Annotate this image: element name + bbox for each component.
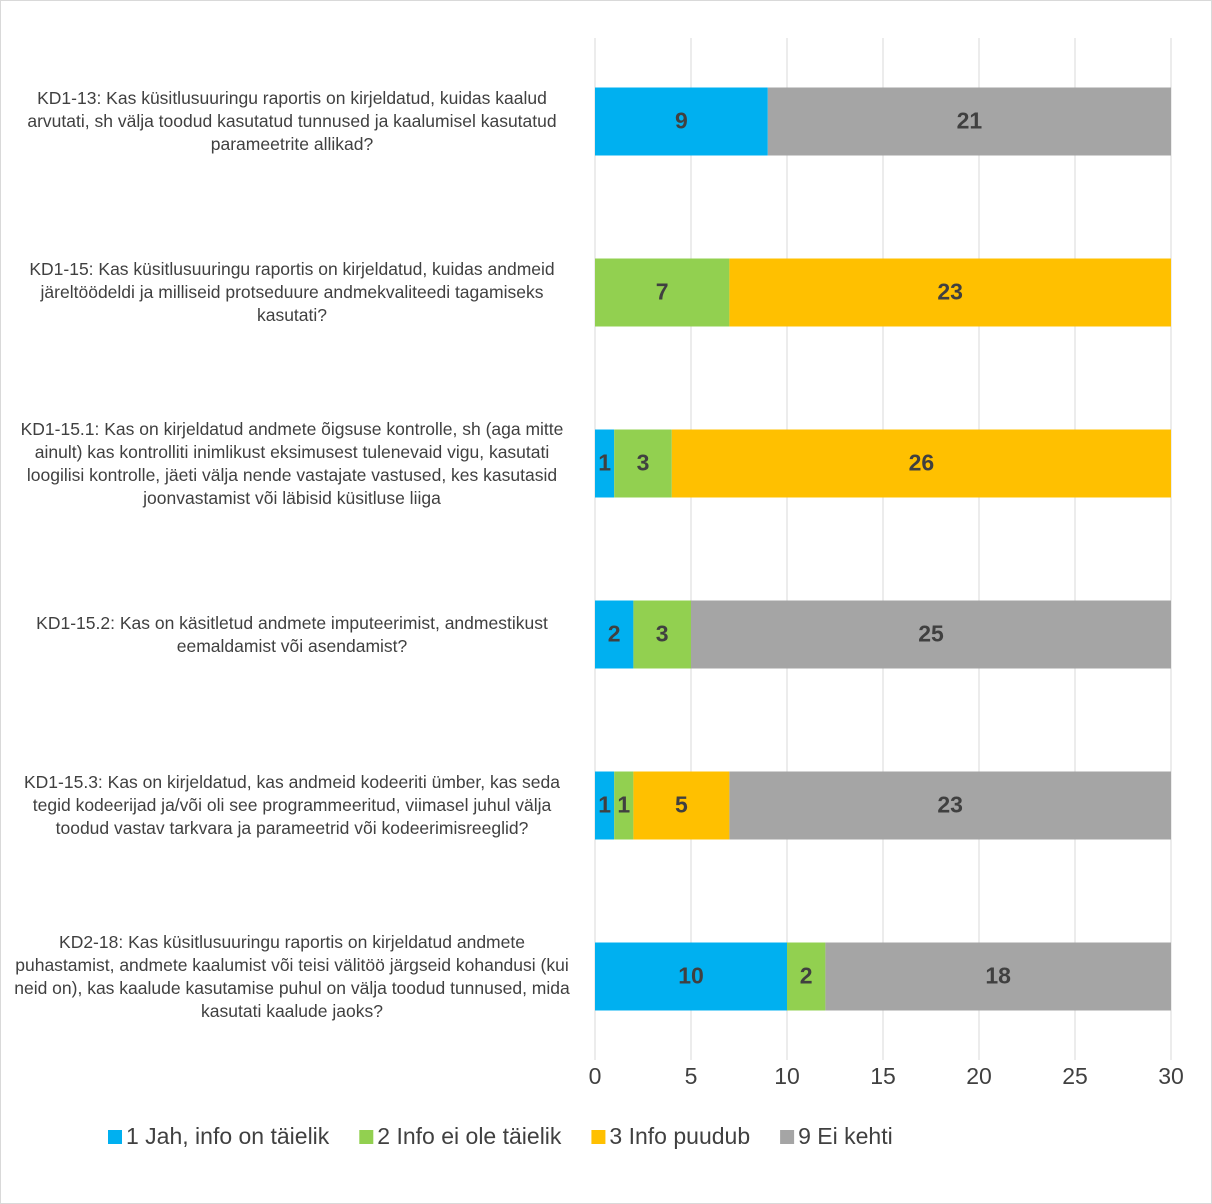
data-label: 3	[656, 621, 669, 647]
legend-label: 3 Info puudub	[609, 1123, 750, 1149]
category-label: KD1-15.1: Kas on kirjeldatud andmete õig…	[20, 418, 564, 508]
bar-segment	[614, 429, 672, 498]
data-label: 23	[937, 792, 963, 818]
data-label: 1	[617, 792, 630, 818]
category-label-box: KD1-15.2: Kas on käsitletud andmete impu…	[0, 549, 572, 720]
bar-segment	[767, 87, 1171, 156]
data-label: 3	[637, 450, 650, 476]
category-label-box: KD1-15: Kas küsitlusuuringu raportis on …	[0, 207, 572, 378]
category-label-box: KD1-15.1: Kas on kirjeldatud andmete õig…	[0, 378, 572, 549]
bar-segment	[614, 771, 634, 840]
x-tick-label: 15	[870, 1063, 896, 1089]
legend-label: 1 Jah, info on täielik	[126, 1123, 330, 1149]
data-label: 1	[598, 792, 611, 818]
bar-segment	[729, 258, 1171, 327]
bar-segment	[787, 942, 826, 1011]
x-tick-label: 10	[774, 1063, 800, 1089]
category-label: KD1-15.3: Kas on kirjeldatud, kas andmei…	[24, 772, 560, 838]
bar-segment	[633, 771, 730, 840]
category-label-box: KD1-15.3: Kas on kirjeldatud, kas andmei…	[0, 720, 572, 891]
x-tick-label: 20	[966, 1063, 992, 1089]
data-label: 1	[598, 450, 611, 476]
data-label: 25	[918, 621, 944, 647]
bar-segment	[691, 600, 1171, 669]
x-tick-label: 30	[1158, 1063, 1184, 1089]
category-label-wrap: KD1-15.3: Kas on kirjeldatud, kas andmei…	[0, 720, 572, 891]
legend-swatch	[108, 1130, 122, 1144]
bar-segment	[825, 942, 1171, 1011]
data-label: 2	[608, 621, 621, 647]
data-label: 23	[937, 279, 963, 305]
data-label: 5	[675, 792, 688, 818]
data-label: 9	[675, 108, 688, 134]
legend-label: 9 Ei kehti	[798, 1123, 893, 1149]
category-label-wrap: KD1-13: Kas küsitlusuuringu raportis on …	[0, 36, 572, 207]
x-tick-label: 5	[685, 1063, 698, 1089]
data-label: 2	[800, 963, 813, 989]
x-tick-label: 0	[589, 1063, 602, 1089]
data-label: 26	[909, 450, 935, 476]
category-label: KD1-15: Kas küsitlusuuringu raportis on …	[29, 259, 555, 325]
category-label: KD2-18: Kas küsitlusuuringu raportis on …	[14, 931, 570, 1021]
legend-swatch	[359, 1130, 374, 1144]
bar-segment	[633, 600, 691, 669]
category-label-wrap: KD2-18: Kas küsitlusuuringu raportis on …	[0, 891, 572, 1062]
data-label: 21	[957, 108, 983, 134]
bar-segment	[671, 429, 1171, 498]
category-label-box: KD2-18: Kas küsitlusuuringu raportis on …	[0, 891, 572, 1062]
category-label-wrap: KD1-15: Kas küsitlusuuringu raportis on …	[0, 207, 572, 378]
category-label: KD1-13: Kas küsitlusuuringu raportis on …	[27, 88, 557, 154]
bar-segment	[595, 258, 730, 327]
bar-segment	[595, 771, 615, 840]
data-label: 7	[656, 279, 669, 305]
legend-label: 2 Info ei ole täielik	[377, 1123, 562, 1149]
category-label-wrap: KD1-15.1: Kas on kirjeldatud andmete õig…	[0, 378, 572, 549]
legend-swatch	[780, 1130, 795, 1144]
bar-segment	[729, 771, 1171, 840]
category-label-box: KD1-13: Kas küsitlusuuringu raportis on …	[0, 36, 572, 207]
bar-segment	[595, 600, 634, 669]
legend-swatch	[591, 1130, 606, 1144]
x-tick-label: 25	[1062, 1063, 1088, 1089]
data-label: 10	[678, 963, 704, 989]
data-label: 18	[985, 963, 1011, 989]
bar-segment	[595, 942, 787, 1011]
category-label: KD1-15.2: Kas on käsitletud andmete impu…	[36, 612, 548, 656]
category-label-wrap: KD1-15.2: Kas on käsitletud andmete impu…	[0, 549, 572, 720]
bar-segment	[595, 87, 768, 156]
bar-segment	[595, 429, 615, 498]
